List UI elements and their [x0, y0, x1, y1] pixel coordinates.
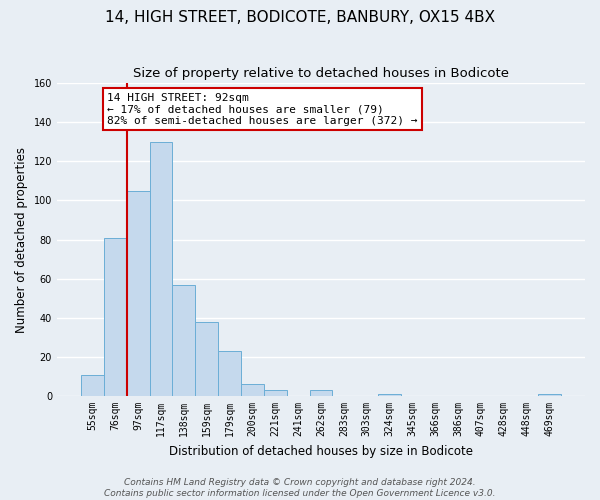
Bar: [310, 390, 332, 396]
Bar: [149, 142, 172, 396]
Bar: [81, 374, 104, 396]
Bar: [172, 284, 195, 396]
Bar: [264, 390, 287, 396]
Y-axis label: Number of detached properties: Number of detached properties: [15, 146, 28, 332]
Bar: [538, 394, 561, 396]
Bar: [218, 351, 241, 396]
Bar: [195, 322, 218, 396]
Bar: [127, 190, 149, 396]
X-axis label: Distribution of detached houses by size in Bodicote: Distribution of detached houses by size …: [169, 444, 473, 458]
Text: Contains HM Land Registry data © Crown copyright and database right 2024.
Contai: Contains HM Land Registry data © Crown c…: [104, 478, 496, 498]
Bar: [104, 238, 127, 396]
Text: 14 HIGH STREET: 92sqm
← 17% of detached houses are smaller (79)
82% of semi-deta: 14 HIGH STREET: 92sqm ← 17% of detached …: [107, 93, 418, 126]
Bar: [241, 384, 264, 396]
Text: 14, HIGH STREET, BODICOTE, BANBURY, OX15 4BX: 14, HIGH STREET, BODICOTE, BANBURY, OX15…: [105, 10, 495, 25]
Title: Size of property relative to detached houses in Bodicote: Size of property relative to detached ho…: [133, 68, 509, 80]
Bar: [378, 394, 401, 396]
